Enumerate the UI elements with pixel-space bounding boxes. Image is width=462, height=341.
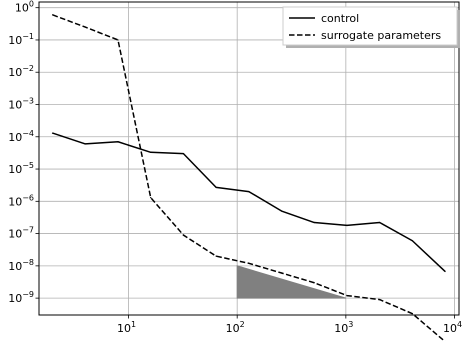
x-tick-label: 101 [117,320,136,335]
data-point [280,210,283,212]
y-tick-label: 10−8 [8,258,34,273]
data-point [182,153,185,155]
data-point [150,151,152,153]
y-tick-label: 10−4 [8,129,34,144]
data-point [117,141,119,143]
data-point [313,282,315,284]
legend: control surrogate parameters [282,6,460,48]
data-point [51,14,54,16]
data-point [117,39,119,41]
y-tick-label: 10−9 [8,290,34,305]
data-point [182,234,185,236]
series [51,14,446,341]
data-point [215,186,217,188]
y-tick-label: 10−1 [8,32,34,47]
data-point [84,143,86,145]
grid [39,2,459,315]
x-tick-label: 102 [226,320,245,335]
legend-label: surrogate parameters [321,29,441,42]
y-tick-label: 10−3 [8,96,34,111]
legend-label: control [321,12,359,25]
annotations [236,265,346,299]
data-point [51,132,54,134]
x-tick-label: 103 [334,320,353,335]
y-tick-label: 100 [15,0,34,15]
plot-frame [38,1,460,316]
data-point [444,270,446,273]
data-point [379,299,381,301]
legend-box [282,6,458,46]
y-tick-label: 10−7 [8,226,34,241]
ticks: 101 102 103 104 100 10−1 10−2 10−3 10−4 10−5 10−6 1… [8,0,462,335]
data-point [248,190,250,193]
slope-triangle [236,265,346,299]
data-point [411,240,413,242]
y-tick-label: 10−2 [8,64,34,79]
data-point [248,262,250,264]
data-point [280,272,283,274]
data-point [379,221,381,224]
x-tick-label: 104 [443,320,462,335]
series-line-control [52,132,446,273]
data-point [411,313,413,315]
data-point [150,197,152,199]
data-point [215,255,217,257]
data-point [346,224,348,226]
data-point [346,294,348,297]
y-tick-label: 10−6 [8,193,34,208]
y-tick-label: 10−5 [8,161,34,176]
data-point [84,26,86,28]
data-point [313,221,315,224]
